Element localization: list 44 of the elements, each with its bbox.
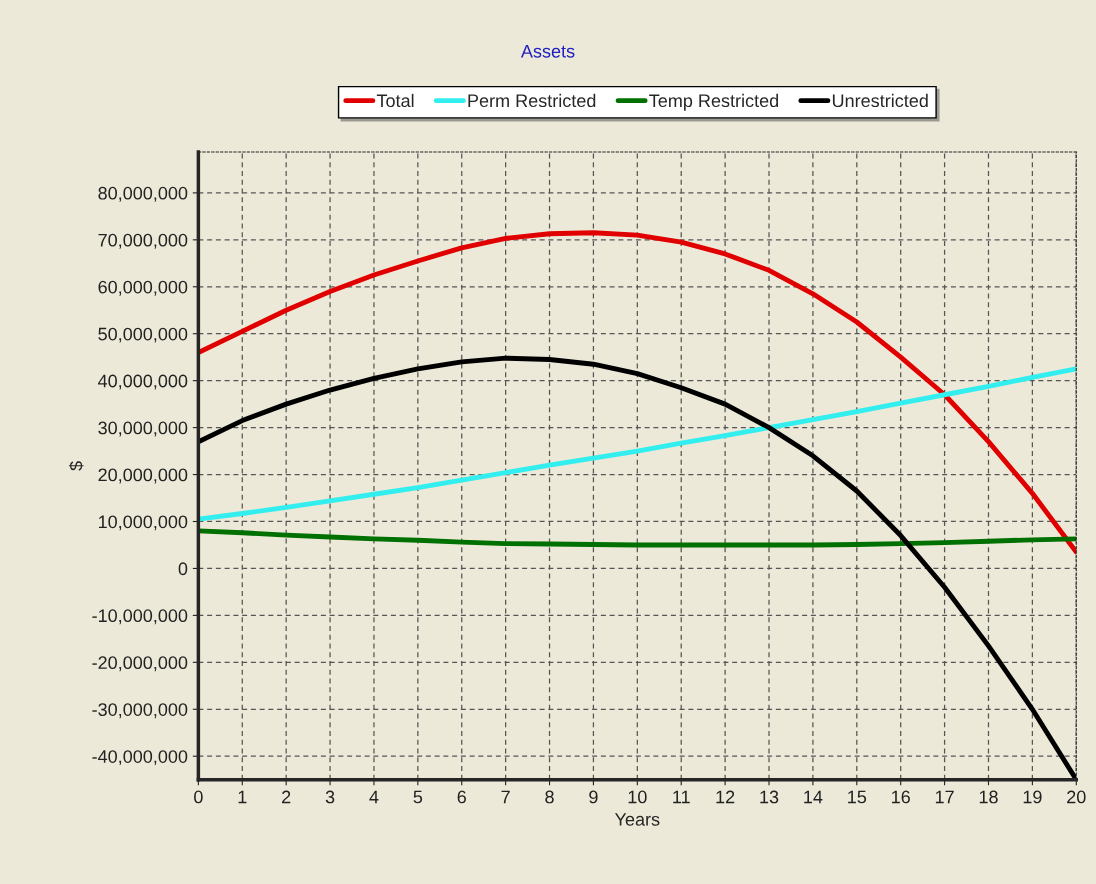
x-tick-label: 4 xyxy=(369,790,379,804)
x-tick-label: 11 xyxy=(673,790,690,804)
x-axis-title: Years xyxy=(614,813,660,826)
x-tick-label: 14 xyxy=(804,790,823,804)
chart-title: Assets xyxy=(520,45,575,58)
x-tick-label: 15 xyxy=(848,790,867,804)
legend-label: Total xyxy=(376,93,414,108)
x-tick-label: 2 xyxy=(282,790,291,804)
x-tick-label: 12 xyxy=(716,790,735,804)
x-tick-label: 18 xyxy=(979,790,998,804)
y-tick-label: 80,000,000 xyxy=(98,186,188,202)
x-tick-label: 13 xyxy=(760,790,779,804)
line-series xyxy=(198,366,1077,522)
y-tick-label: 10,000,000 xyxy=(98,515,188,531)
x-tick-label: 17 xyxy=(935,790,954,804)
y-tick-label: -20,000,000 xyxy=(92,656,188,672)
y-tick-label: 40,000,000 xyxy=(98,374,188,390)
legend-label: Unrestricted xyxy=(832,93,928,108)
x-tick-label: 7 xyxy=(501,790,510,804)
legend-label: Perm Restricted xyxy=(468,93,596,108)
x-tick-label: 3 xyxy=(325,790,335,804)
x-tick-label: 9 xyxy=(589,790,598,804)
y-tick-label: 30,000,000 xyxy=(98,421,188,437)
y-tick-label: 0 xyxy=(178,562,188,576)
x-tick-label: 6 xyxy=(457,790,466,804)
legend-label: Temp Restricted xyxy=(649,93,779,111)
y-axis-title: $ xyxy=(68,461,84,471)
line-series xyxy=(198,528,1077,548)
x-tick-label: 20 xyxy=(1067,790,1086,804)
y-tick-label: 20,000,000 xyxy=(98,468,188,484)
x-tick-label: 0 xyxy=(194,790,203,804)
x-tick-label: 5 xyxy=(413,790,423,804)
x-tick-label: 10 xyxy=(628,790,647,804)
y-tick-label: -30,000,000 xyxy=(92,703,188,719)
x-tick-label: 1 xyxy=(238,790,247,804)
x-tick-label: 19 xyxy=(1023,790,1042,804)
y-tick-label: 70,000,000 xyxy=(98,233,188,249)
x-tick-label: 8 xyxy=(545,790,554,804)
x-tick-label: 16 xyxy=(892,790,910,804)
y-tick-label: 60,000,000 xyxy=(98,280,188,296)
y-tick-label: -40,000,000 xyxy=(92,750,188,766)
y-tick-label: 50,000,000 xyxy=(98,327,188,343)
line-series xyxy=(198,230,1077,555)
y-tick-label: -10,000,000 xyxy=(92,609,188,625)
